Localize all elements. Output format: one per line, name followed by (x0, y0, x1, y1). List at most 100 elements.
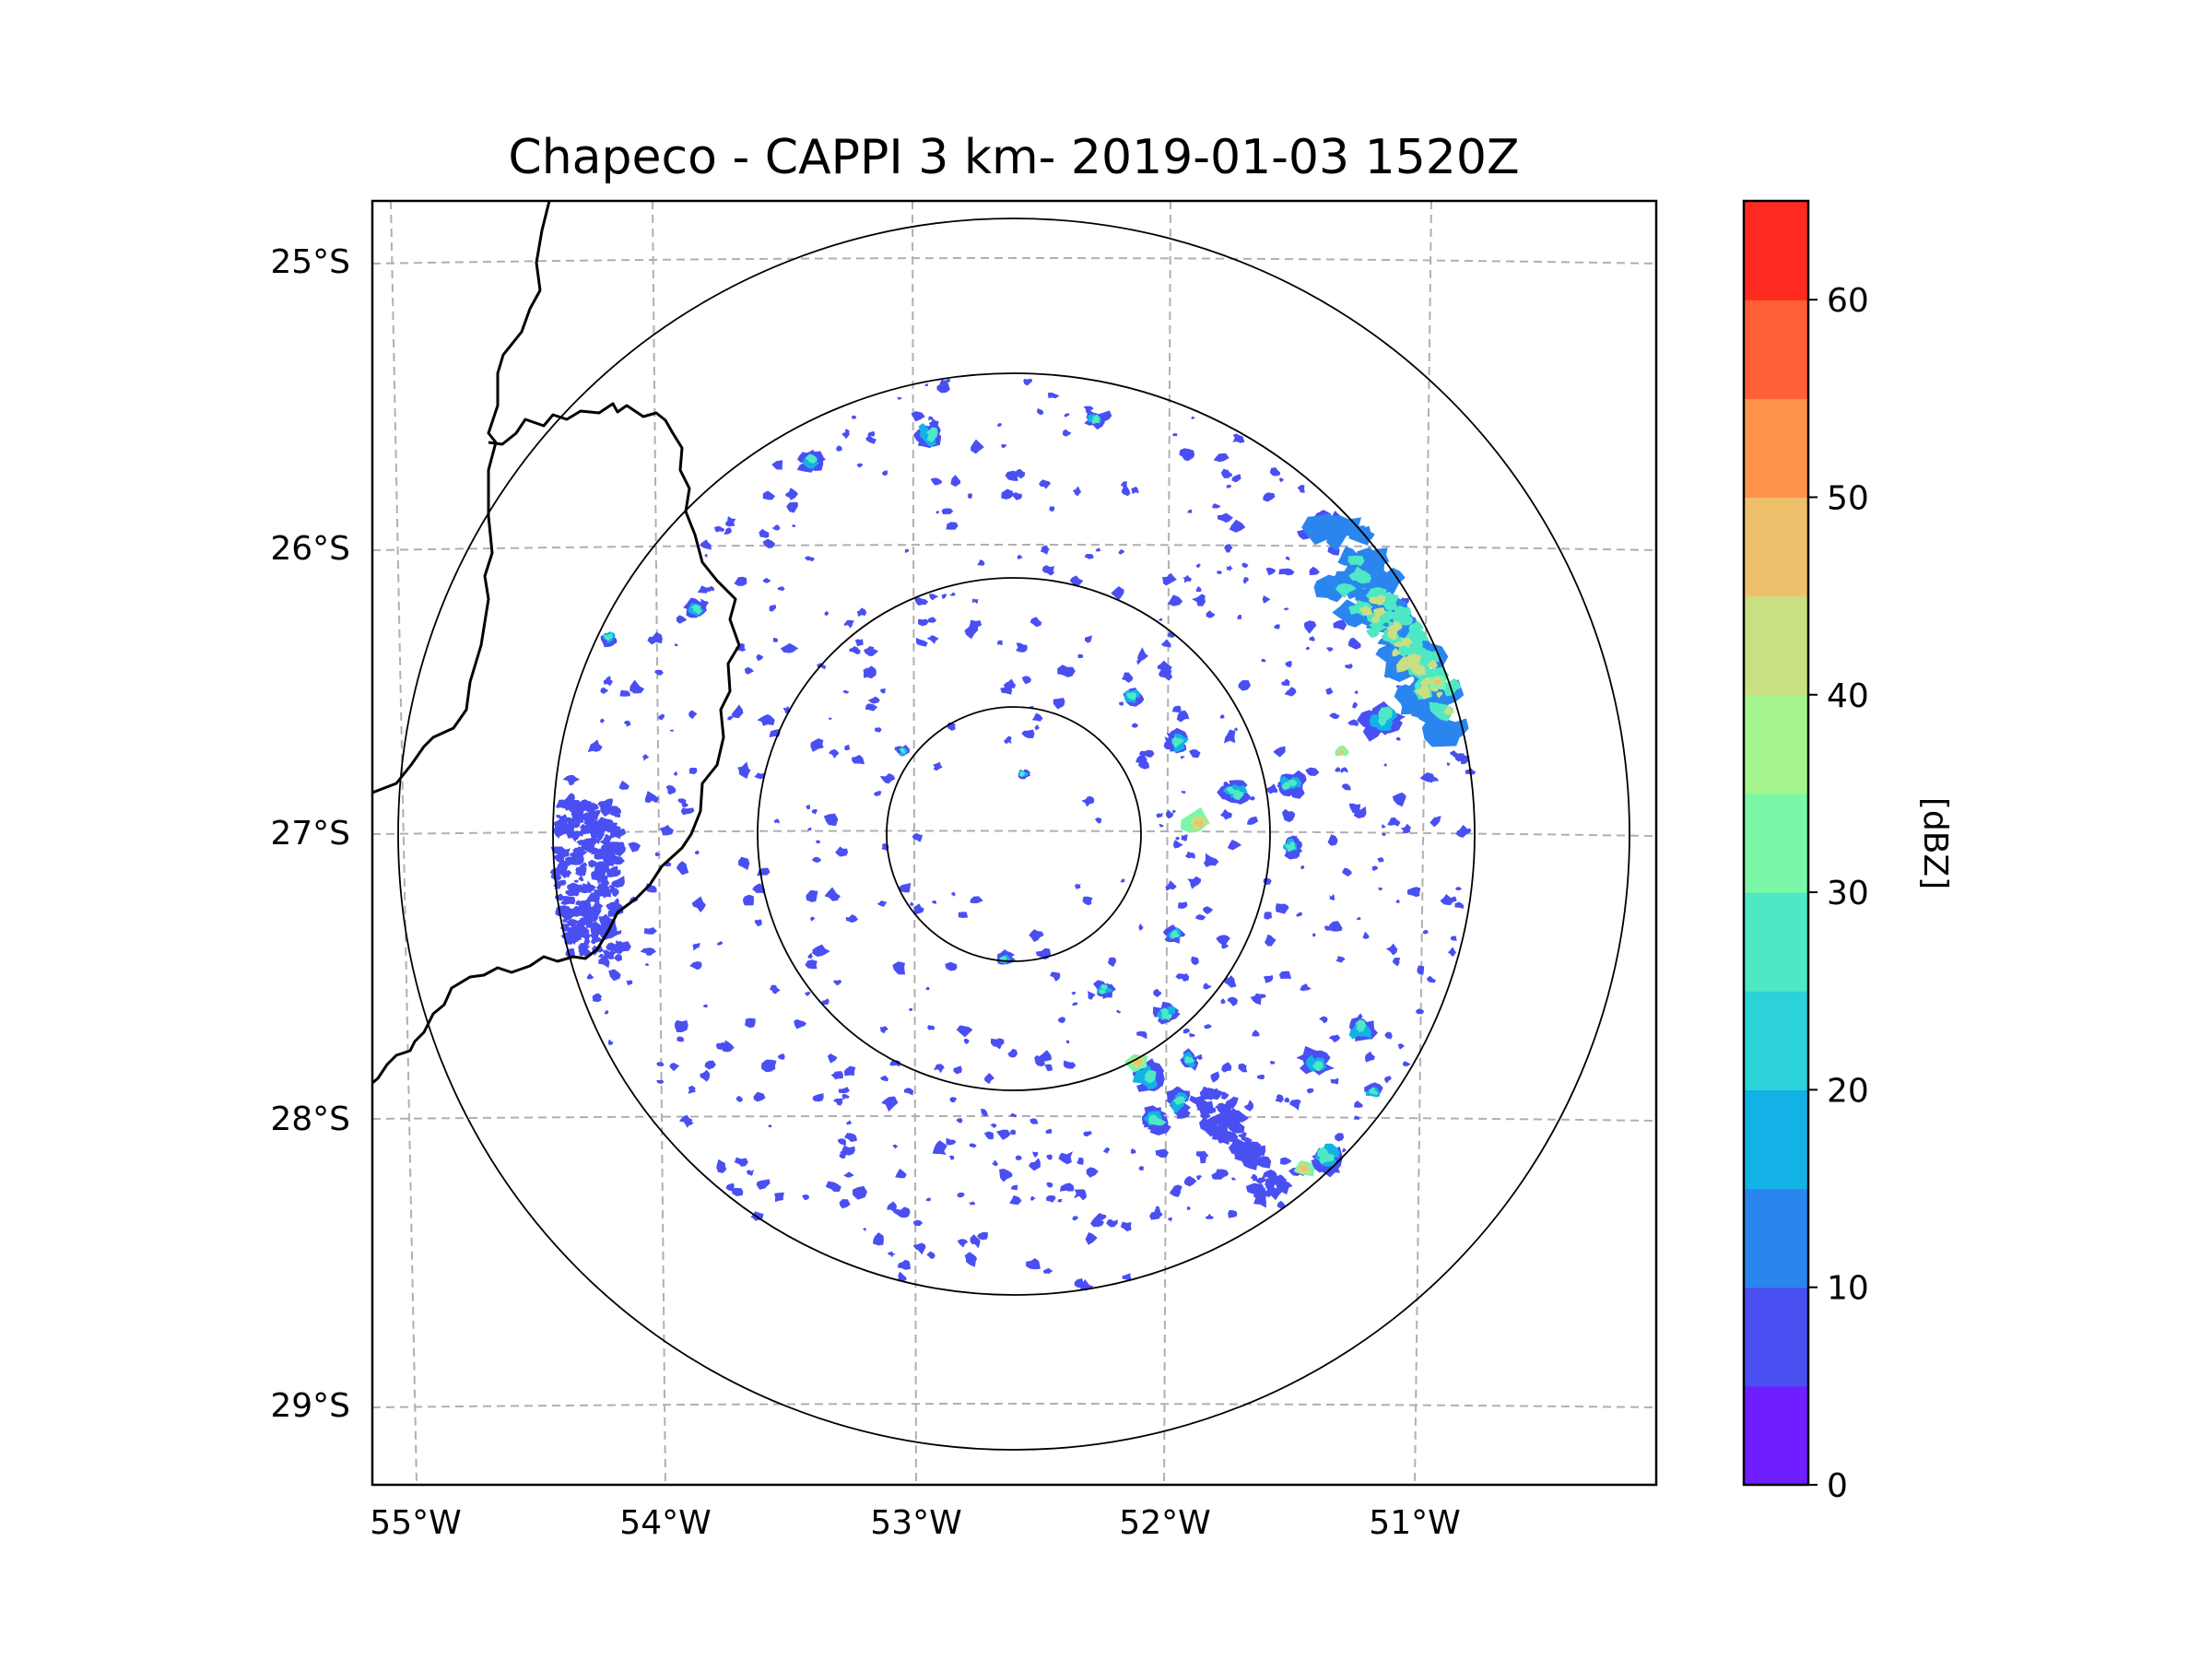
lon-label-55: 55°W (370, 1504, 461, 1542)
echo-cell (1254, 1176, 1266, 1184)
echo-cell (964, 1252, 978, 1267)
echo-cell (1375, 644, 1397, 664)
echo-cell (1381, 707, 1393, 721)
echo-cell (1382, 824, 1386, 829)
echo-cell (1284, 814, 1293, 821)
echo-cell (1231, 474, 1241, 483)
echo-cell (1436, 691, 1443, 699)
echo-cell (1264, 912, 1273, 920)
echo-cell (852, 754, 865, 765)
echo-cell (1161, 572, 1177, 586)
lat-label-27: 27°S (270, 815, 350, 853)
echo-cell (1149, 1211, 1160, 1220)
echo-cell (732, 1187, 744, 1196)
echo-cell (1134, 1058, 1143, 1066)
echo-cell (590, 831, 602, 839)
echo-cell (1029, 929, 1044, 942)
echo-cell (945, 379, 950, 382)
echo-cell (578, 943, 591, 950)
echo-cell (1145, 1070, 1157, 1079)
echo-cell (819, 1095, 824, 1098)
echo-cell (1387, 629, 1397, 641)
echo-cell (1285, 660, 1292, 668)
echo-cell (1220, 998, 1226, 1004)
echo-cell (912, 1242, 926, 1255)
echo-cell (835, 846, 848, 857)
echo-cell (825, 1181, 841, 1193)
echo-cell (1353, 806, 1367, 818)
echo-cell (1045, 1194, 1056, 1203)
echo-cell (1300, 983, 1312, 992)
echo-cell (1247, 819, 1253, 825)
echo-cell (574, 879, 579, 883)
echo-cell (1390, 620, 1403, 633)
echo-cell (1270, 1061, 1276, 1065)
echo-cell (1234, 727, 1238, 731)
echo-cell (792, 524, 796, 527)
echo-cell (588, 859, 599, 868)
echo-cell (1159, 665, 1173, 681)
echo-cell (578, 876, 584, 882)
echo-cell (1377, 857, 1384, 863)
echo-cell (599, 877, 610, 888)
echo-cell (1313, 574, 1350, 598)
echo-cell (1249, 795, 1255, 801)
echo-cell (892, 961, 905, 975)
echo-cell (888, 1251, 896, 1258)
echo-cell (1072, 1002, 1078, 1006)
echo-cell (949, 593, 956, 596)
echo-cell (967, 493, 972, 499)
echo-cell (1122, 1273, 1132, 1281)
echo-cell (1348, 525, 1372, 546)
echo-cell (1186, 509, 1192, 513)
echo-cell (971, 439, 984, 454)
echo-cell (1194, 818, 1203, 827)
echo-cell (1057, 665, 1076, 677)
echo-cell (913, 903, 924, 915)
echo-cell (1136, 658, 1142, 665)
echo-cell (990, 1124, 997, 1128)
echo-cell (983, 1073, 994, 1085)
echo-cell (897, 396, 902, 400)
longitude-labels: 55°W 54°W 53°W 52°W 51°W (370, 1504, 1460, 1542)
echo-cell (839, 1153, 846, 1159)
echo-cell (786, 501, 798, 513)
echo-cell (590, 825, 595, 830)
echo-cell (679, 1114, 693, 1128)
echo-cell (1167, 631, 1176, 638)
echo-cell (1269, 467, 1281, 477)
echo-cell (1354, 690, 1359, 695)
range-ring-50km (886, 706, 1142, 962)
echo-cell (851, 415, 856, 419)
echo-cell (846, 1120, 852, 1125)
echo-cell (879, 1026, 888, 1034)
echo-cell (644, 963, 649, 966)
echo-cell (910, 901, 914, 906)
echo-cell (600, 687, 609, 694)
echo-cell (569, 937, 579, 946)
colorbar-segment (1744, 1089, 1808, 1190)
echo-cell (1072, 486, 1082, 497)
gridline-lat-26 (372, 544, 1656, 551)
echo-cell (575, 866, 587, 877)
colorbar-tick-label: 40 (1827, 677, 1869, 715)
echo-cell (1465, 828, 1472, 833)
echo-cell (898, 883, 912, 893)
echo-cell (1120, 878, 1125, 883)
echo-cell (1018, 772, 1025, 777)
echo-cell (1030, 1196, 1036, 1201)
echo-cell (704, 554, 708, 558)
echo-cell (1262, 594, 1271, 604)
latitude-labels: 25°S 26°S 27°S 28°S 29°S (270, 243, 350, 1425)
echo-cell (568, 890, 575, 897)
echo-cell (812, 1093, 824, 1102)
echo-cell (769, 605, 777, 612)
echo-cell (806, 454, 817, 463)
colorbar-segments (1744, 201, 1808, 1486)
echo-cell (606, 872, 614, 877)
echo-cell (586, 972, 594, 980)
echo-cell (1219, 714, 1225, 719)
echo-cell (559, 895, 576, 905)
echo-cell (1278, 568, 1295, 576)
echo-cell (933, 761, 943, 771)
